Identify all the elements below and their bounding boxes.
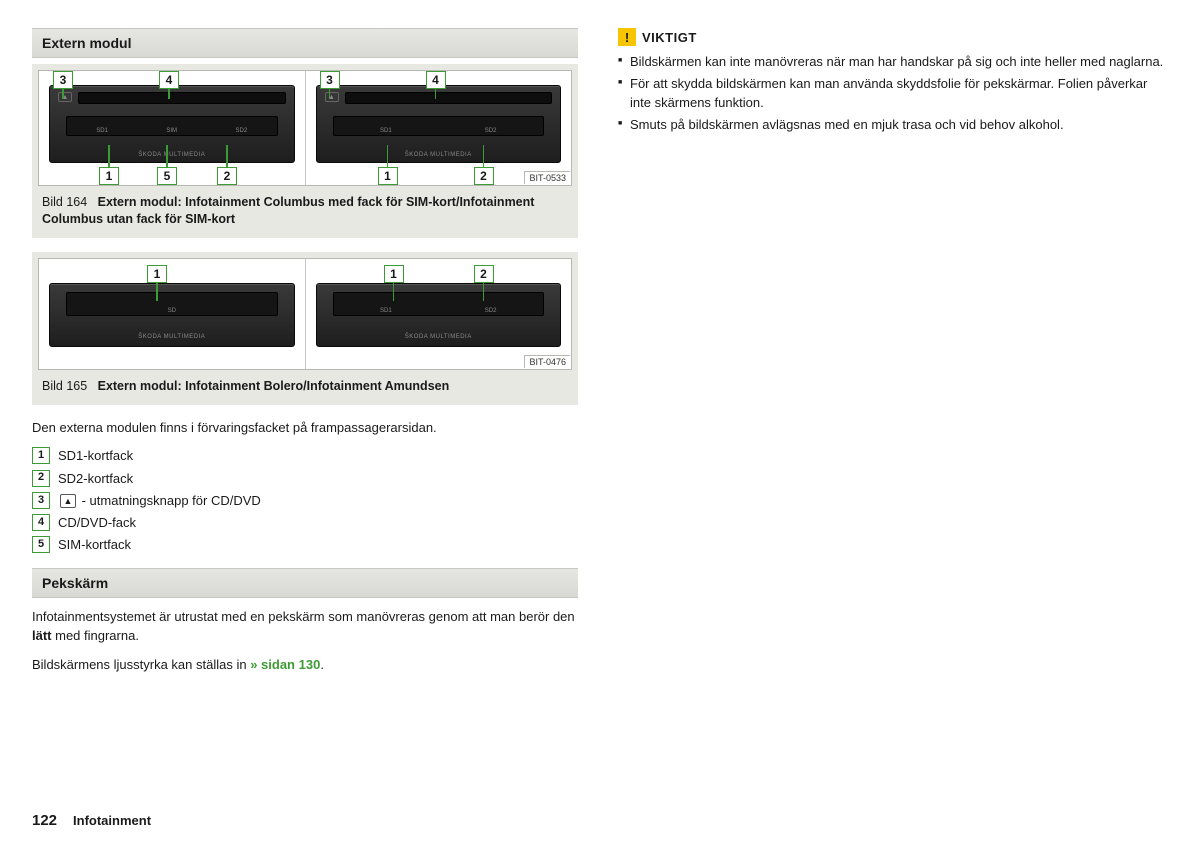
legend-text: SIM-kortfack	[58, 536, 131, 554]
callout-2: 2	[474, 265, 494, 283]
eject-button-icon: ▲	[325, 92, 339, 102]
right-column: ! VIKTIGT Bildskärmen kan inte manövrera…	[618, 28, 1168, 685]
sd-label: SD2	[485, 128, 497, 134]
sd-slot-row: SD1 SD2	[333, 292, 545, 316]
sd-label: SD1	[96, 128, 108, 134]
sd-label: SD2	[485, 308, 497, 314]
device-amundsen: SD1 SD2 ŠKODA MULTIMEDIA	[316, 283, 562, 347]
fig165-image-left: SD ŠKODA MULTIMEDIA 1	[39, 259, 306, 369]
leader	[483, 145, 485, 167]
bullet-item: För att skydda bildskärmen kan man använ…	[618, 74, 1168, 113]
touch-paragraph-2: Bildskärmens ljusstyrka kan ställas in »…	[32, 656, 578, 675]
sd-label: SD1	[380, 308, 392, 314]
legend-item: 2 SD2-kortfack	[32, 470, 578, 488]
legend-number: 4	[32, 514, 50, 531]
leader	[62, 89, 64, 99]
caption-bild: Bild 165	[42, 379, 87, 393]
sd-label: SIM	[166, 128, 177, 134]
brand-label: ŠKODA MULTIMEDIA	[50, 152, 294, 158]
sd-label: SD1	[380, 128, 392, 134]
legend-item: 3 ▲ - utmatningsknapp för CD/DVD	[32, 492, 578, 510]
cd-slot	[78, 92, 286, 104]
device-bolero: SD ŠKODA MULTIMEDIA	[49, 283, 295, 347]
page-footer: 122 Infotainment	[32, 812, 151, 829]
legend-number: 3	[32, 492, 50, 509]
caption-title: Extern modul: Infotainment Columbus med …	[42, 195, 534, 226]
sd-label: SD	[168, 308, 176, 314]
bullet-item: Bildskärmen kan inte manövreras när man …	[618, 52, 1168, 72]
leader	[393, 283, 395, 301]
leader	[168, 89, 170, 99]
legend-text: SD1-kortfack	[58, 447, 133, 465]
fig164-image-left: ▲ SD1 SIM SD2 ŠKODA MULTIMEDIA 3	[39, 71, 306, 185]
fig164-image-right: ▲ SD1 SD2 ŠKODA MULTIMEDIA 3 4 1	[306, 71, 572, 185]
device-columbus-nosim: ▲ SD1 SD2 ŠKODA MULTIMEDIA	[316, 85, 562, 163]
page-number: 122	[32, 812, 57, 829]
left-column: Extern modul ▲ SD1 SIM SD2	[32, 28, 578, 685]
sd-slot-row: SD	[66, 292, 278, 316]
legend-number: 1	[32, 447, 50, 464]
callout-2: 2	[217, 167, 237, 185]
fig165-image-right: SD1 SD2 ŠKODA MULTIMEDIA 1 2	[306, 259, 572, 369]
cd-slot	[345, 92, 553, 104]
callout-4: 4	[426, 71, 446, 89]
figure-165-caption: Bild 165 Extern modul: Infotainment Bole…	[38, 370, 572, 395]
leader	[483, 283, 485, 301]
brand-label: ŠKODA MULTIMEDIA	[50, 334, 294, 340]
figure-164-caption: Bild 164 Extern modul: Infotainment Colu…	[38, 186, 572, 228]
device-columbus-sim: ▲ SD1 SIM SD2 ŠKODA MULTIMEDIA	[49, 85, 295, 163]
important-bullets: Bildskärmen kan inte manövreras när man …	[618, 52, 1168, 134]
callout-4: 4	[159, 71, 179, 89]
caption-title: Extern modul: Infotainment Bolero/Infota…	[98, 379, 450, 393]
legend-item: 1 SD1-kortfack	[32, 447, 578, 465]
leader	[387, 145, 389, 167]
eject-button-icon: ▲	[58, 92, 72, 102]
legend-number: 2	[32, 470, 50, 487]
intro-paragraph: Den externa modulen finns i förvaringsfa…	[32, 419, 578, 438]
sd-slot-row: SD1 SIM SD2	[66, 116, 278, 136]
leader	[226, 145, 228, 167]
page-link-130[interactable]: » sidan 130	[250, 657, 320, 672]
page-section-title: Infotainment	[73, 813, 151, 828]
callout-3: 3	[320, 71, 340, 89]
legend-text: ▲ - utmatningsknapp för CD/DVD	[58, 492, 261, 510]
callout-3: 3	[53, 71, 73, 89]
important-title: VIKTIGT	[642, 30, 697, 45]
legend-text: CD/DVD-fack	[58, 514, 136, 532]
eject-icon: ▲	[60, 494, 76, 508]
warning-icon: !	[618, 28, 636, 46]
legend-item: 4 CD/DVD-fack	[32, 514, 578, 532]
brand-label: ŠKODA MULTIMEDIA	[317, 334, 561, 340]
callout-1: 1	[99, 167, 119, 185]
callout-5: 5	[157, 167, 177, 185]
important-header: ! VIKTIGT	[618, 28, 1168, 46]
legend-number: 5	[32, 536, 50, 553]
touch-paragraph-1: Infotainmentsystemet är utrustat med en …	[32, 608, 578, 646]
leader	[108, 145, 110, 167]
callout-1: 1	[384, 265, 404, 283]
leader	[435, 89, 437, 99]
figure-164: ▲ SD1 SIM SD2 ŠKODA MULTIMEDIA 3	[32, 64, 578, 238]
leader	[329, 89, 331, 99]
section-header-extern-modul: Extern modul	[32, 28, 578, 58]
section-header-pekskarm: Pekskärm	[32, 568, 578, 598]
legend-text: SD2-kortfack	[58, 470, 133, 488]
sd-slot-row: SD1 SD2	[333, 116, 545, 136]
caption-bild: Bild 164	[42, 195, 87, 209]
sd-label: SD2	[236, 128, 248, 134]
figure-165: SD ŠKODA MULTIMEDIA 1 SD1 SD2	[32, 252, 578, 405]
legend-item: 5 SIM-kortfack	[32, 536, 578, 554]
leader	[166, 145, 168, 167]
image-code: BIT-0533	[524, 171, 570, 184]
legend-list: 1 SD1-kortfack 2 SD2-kortfack 3 ▲ - utma…	[32, 447, 578, 554]
callout-1: 1	[147, 265, 167, 283]
callout-2: 2	[474, 167, 494, 185]
image-code: BIT-0476	[524, 355, 570, 368]
bullet-item: Smuts på bildskärmen avlägsnas med en mj…	[618, 115, 1168, 135]
callout-1: 1	[378, 167, 398, 185]
leader	[156, 283, 158, 301]
brand-label: ŠKODA MULTIMEDIA	[317, 152, 561, 158]
